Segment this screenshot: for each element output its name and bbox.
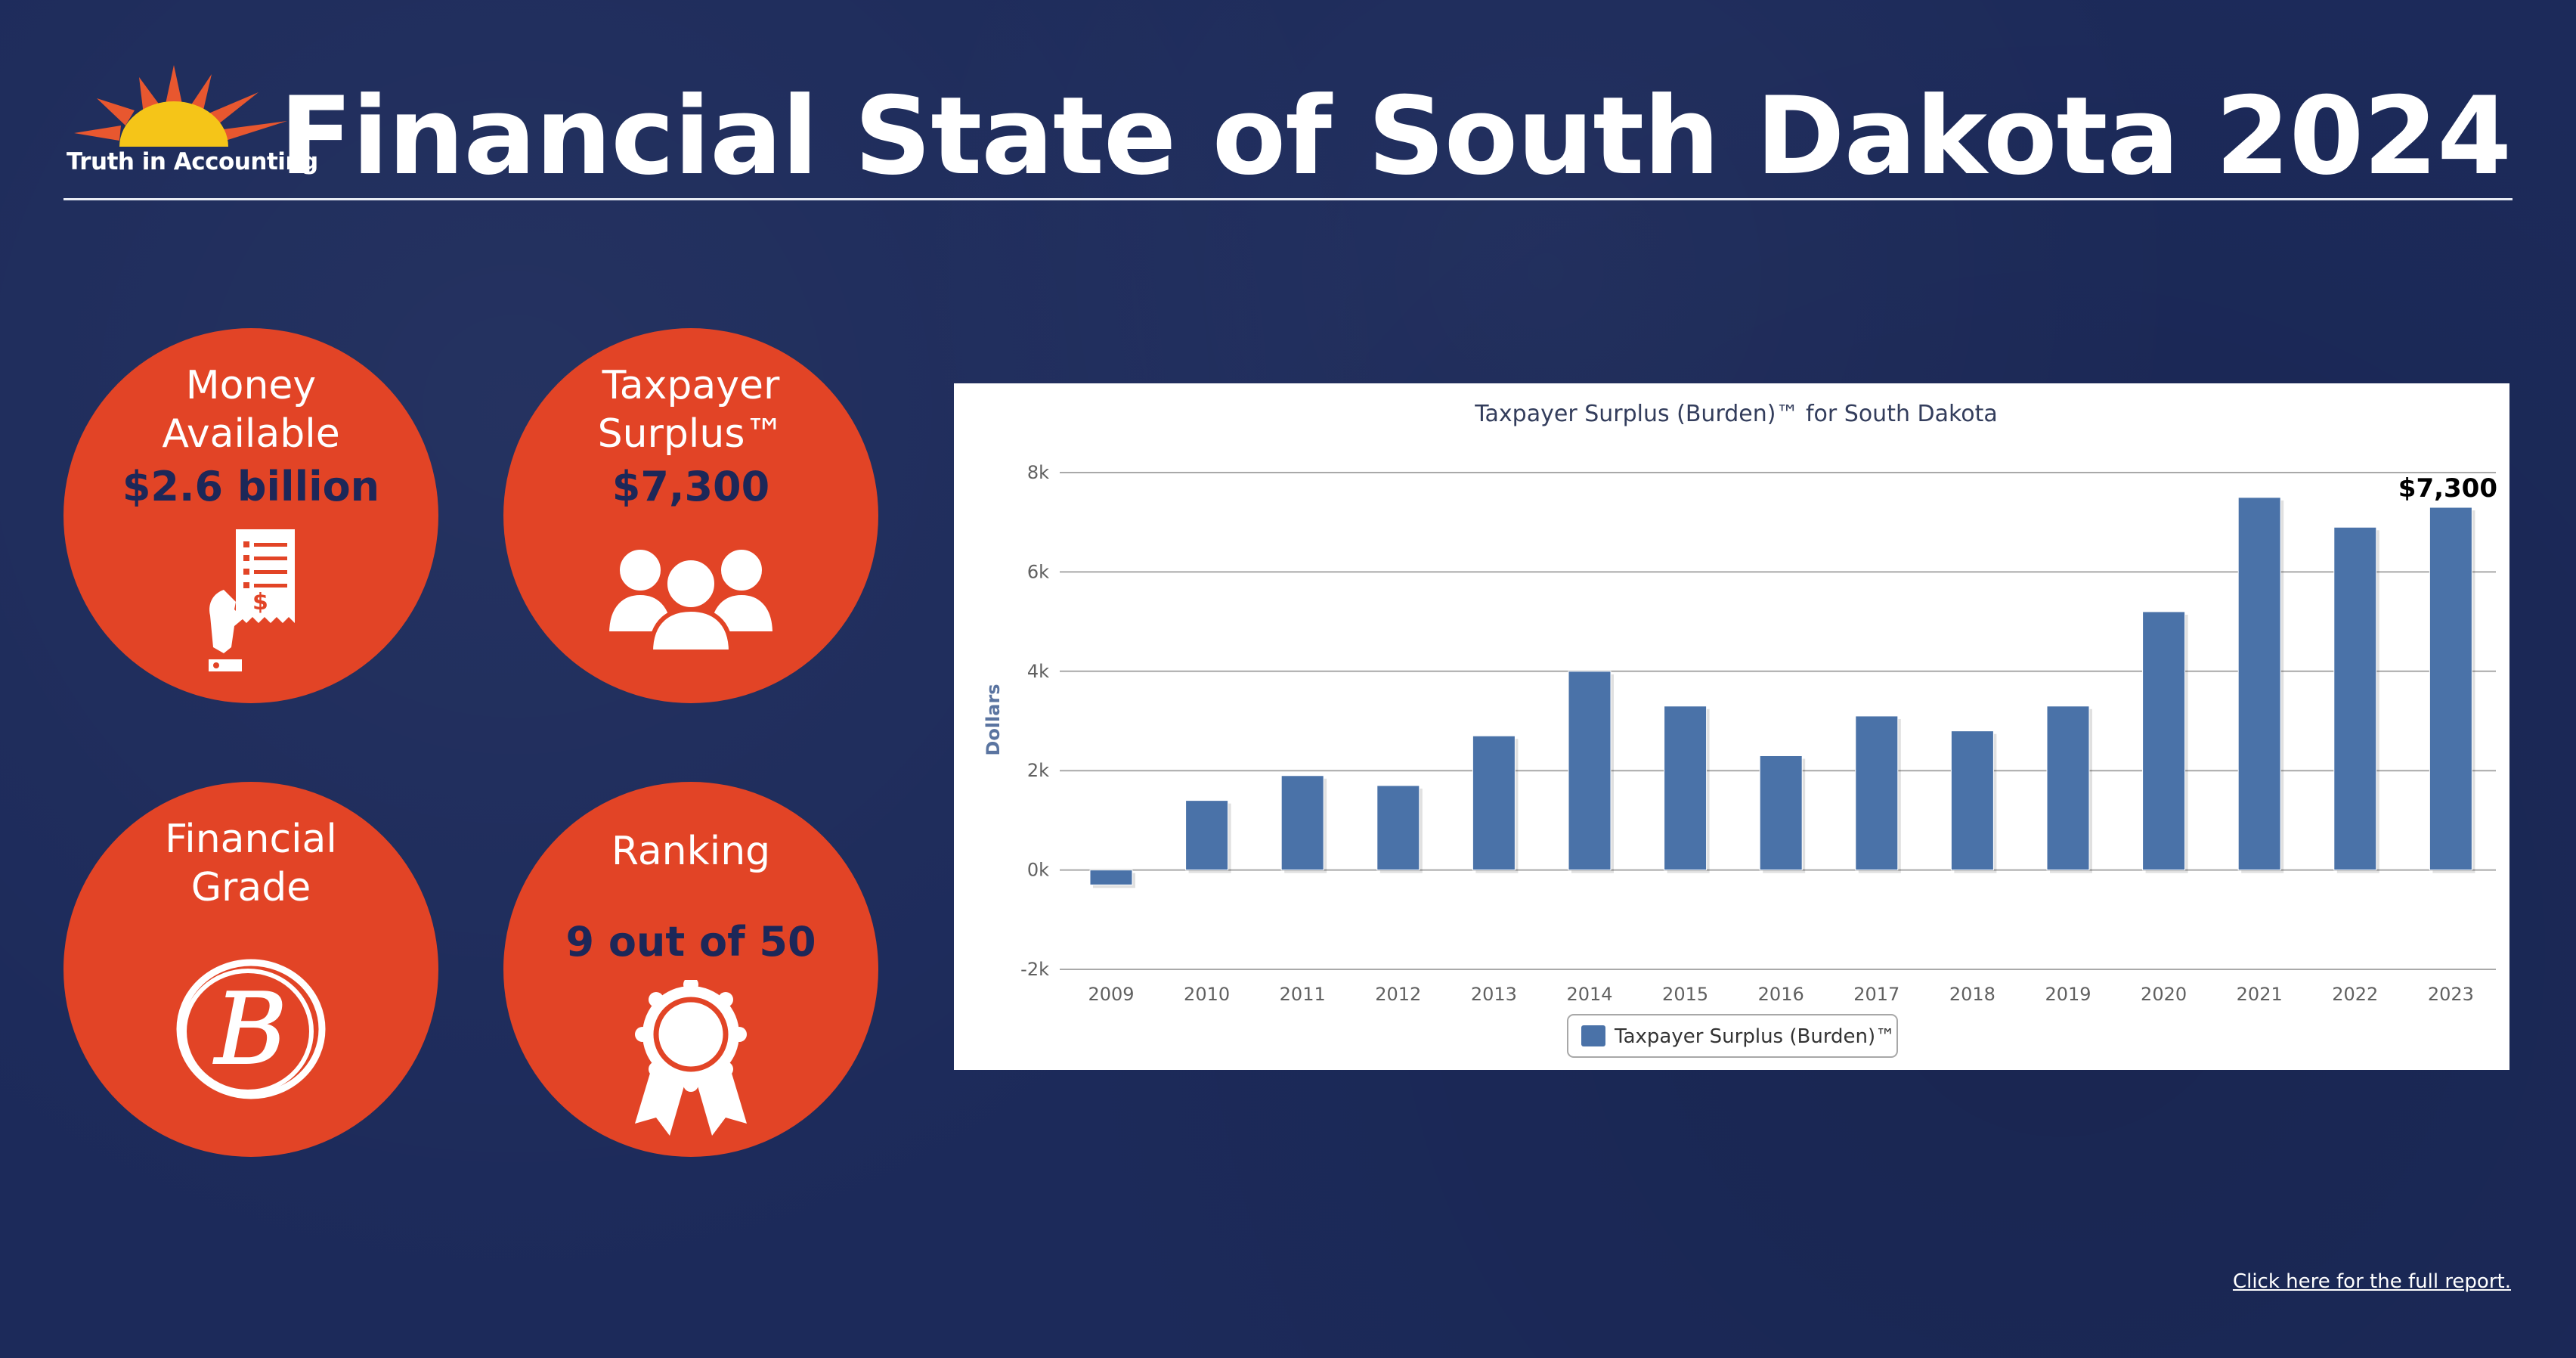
money-available-card: Money Available $2.6 billion $ [63, 328, 438, 703]
bar-2019[interactable] [2046, 705, 2090, 871]
financial-grade-card: Financial Grade B [63, 782, 438, 1157]
bar-2023[interactable] [2429, 507, 2472, 871]
award-ribbon-icon [635, 980, 747, 1136]
bar-2009[interactable] [1089, 870, 1133, 885]
x-tick-label: 2022 [2332, 984, 2378, 1005]
x-tick-label: 2014 [1566, 984, 1612, 1005]
x-tick-label: 2023 [2428, 984, 2474, 1005]
bar-2022[interactable] [2333, 526, 2377, 871]
money-available-value: $2.6 billion [122, 463, 380, 510]
logo-text: Truth in Accounting [67, 148, 318, 175]
chart-legend[interactable]: Taxpayer Surplus (Burden)™ [1567, 1014, 1898, 1058]
y-tick-label: 2k [1027, 760, 1049, 781]
sun-logo-icon [74, 65, 287, 147]
chart-panel: Taxpayer Surplus (Burden)™ for South Dak… [954, 383, 2509, 1070]
bar-2018[interactable] [1950, 730, 1994, 871]
ranking-card: Ranking 9 out of 50 [503, 782, 878, 1157]
bar-2017[interactable] [1855, 715, 1899, 871]
bar-2013[interactable] [1472, 735, 1516, 871]
taxpayer-surplus-label-line1: Taxpayer [602, 363, 780, 408]
legend-swatch [1581, 1025, 1605, 1046]
taxpayer-surplus-card: Taxpayer Surplus™ $7,300 [503, 328, 878, 703]
x-tick-label: 2021 [2237, 984, 2283, 1005]
taxpayer-surplus-value: $7,300 [611, 463, 770, 510]
data-label-2023: $7,300 [2398, 473, 2497, 504]
receipt-hand-icon: $ [209, 529, 295, 671]
bar-2014[interactable] [1568, 671, 1612, 871]
ranking-value: 9 out of 50 [565, 918, 816, 966]
bar-2020[interactable] [2142, 611, 2186, 871]
y-tick-label: 6k [1027, 561, 1049, 582]
money-available-label-line2: Available [162, 411, 340, 457]
bar-2015[interactable] [1664, 705, 1708, 871]
x-tick-label: 2019 [2045, 984, 2091, 1005]
x-tick-label: 2016 [1758, 984, 1804, 1005]
full-report-link[interactable]: Click here for the full report. [2232, 1270, 2511, 1293]
y-axis-title: Dollars [983, 684, 1004, 755]
x-tick-label: 2013 [1471, 984, 1517, 1005]
bar-2021[interactable] [2237, 497, 2281, 871]
x-tick-label: 2012 [1375, 984, 1421, 1005]
financial-grade-label-line1: Financial [165, 817, 337, 862]
bar-2012[interactable] [1376, 785, 1420, 871]
legend-label: Taxpayer Surplus (Burden)™ [1614, 1025, 1895, 1048]
title-divider [63, 198, 2513, 200]
financial-grade-label-line2: Grade [190, 865, 311, 910]
chart-title: Taxpayer Surplus (Burden)™ for South Dak… [1474, 401, 1998, 427]
svg-text:$: $ [252, 589, 268, 615]
y-tick-label: 4k [1027, 661, 1049, 682]
taxpayer-surplus-chart: Taxpayer Surplus (Burden)™ for South Dak… [983, 401, 2497, 1058]
grade-b-icon: B [176, 959, 326, 1099]
page-title: Financial State of South Dakota 2024 [279, 74, 2512, 199]
y-tick-label: -2k [1020, 959, 1049, 980]
ranking-label: Ranking [611, 829, 771, 874]
x-tick-label: 2017 [1853, 984, 1899, 1005]
people-group-icon [604, 545, 778, 653]
truth-in-accounting-logo: Truth in Accounting [60, 60, 318, 189]
bar-2010[interactable] [1185, 800, 1229, 871]
bar-2011[interactable] [1280, 775, 1324, 871]
x-tick-label: 2020 [2141, 984, 2187, 1005]
x-tick-label: 2010 [1184, 984, 1230, 1005]
x-tick-label: 2009 [1088, 984, 1134, 1005]
x-tick-label: 2015 [1662, 984, 1708, 1005]
y-tick-label: 8k [1027, 462, 1049, 483]
bar-2016[interactable] [1759, 755, 1803, 871]
x-tick-label: 2011 [1280, 984, 1326, 1005]
y-tick-label: 0k [1027, 860, 1049, 881]
money-available-label-line1: Money [185, 363, 317, 408]
x-tick-label: 2018 [1949, 984, 1995, 1005]
svg-text:B: B [213, 972, 287, 1087]
taxpayer-surplus-label-line2: Surplus™ [597, 411, 785, 457]
